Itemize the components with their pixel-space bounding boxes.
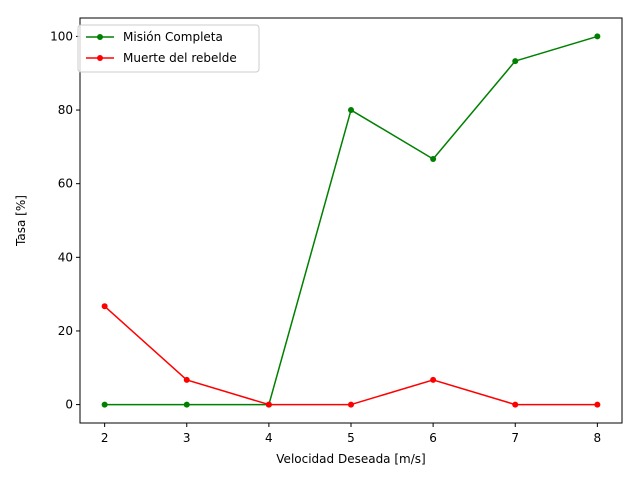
data-point [594,401,601,408]
data-point [348,107,354,114]
legend: Misión Completa Muerte del rebelde [77,24,260,73]
y-tick-label: 40 [58,250,73,264]
legend-entry-muerte-del-rebelde: Muerte del rebelde [86,51,237,65]
legend-entry-mision-completa: Misión Completa [86,30,223,44]
plot-frame [79,17,623,424]
data-point [348,401,354,408]
series-layer [101,33,601,408]
data-point [512,58,519,65]
data-point [430,156,437,163]
y-tick-label: 100 [50,29,73,43]
legend-box [77,24,260,73]
x-tick-label: 5 [347,431,355,445]
legend-marker-icon [97,55,103,61]
data-point [101,303,108,310]
x-axis-label: Velocidad Deseada [m/s] [276,452,425,466]
legend-marker-icon [97,34,103,40]
data-point [512,401,519,408]
x-tick-label: 7 [511,431,519,445]
legend-label-muerte-del-rebelde: Muerte del rebelde [123,51,237,65]
data-point [265,401,272,408]
y-tick-label: 80 [58,103,73,117]
y-axis-label: Tasa [%] [14,195,28,247]
x-tick-label: 2 [101,431,109,445]
data-point [594,33,601,40]
y-tick-label: 0 [65,398,73,412]
y-tick-label: 20 [58,324,73,338]
x-tick-label: 6 [429,431,437,445]
y-tick-label: 60 [58,177,73,191]
data-point [430,376,437,383]
x-tick-label: 3 [183,431,191,445]
data-point [183,401,190,408]
data-point [101,401,108,408]
x-tick-label: 8 [594,431,602,445]
legend-label-mision-completa: Misión Completa [123,30,223,44]
x-tick-label: 4 [265,431,273,445]
data-point [183,376,190,383]
